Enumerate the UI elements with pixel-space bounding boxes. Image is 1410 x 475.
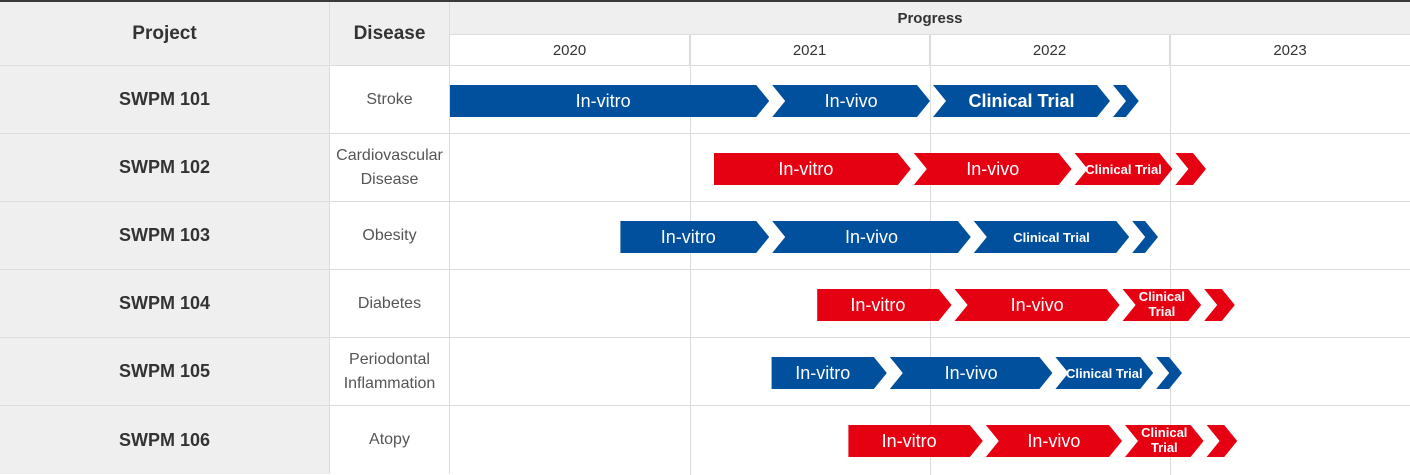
arrow-tip-chevron [1113, 85, 1139, 117]
disease-cell: Obesity [330, 202, 450, 270]
year-gridline [930, 35, 931, 475]
stage-label: In-vitro [882, 431, 937, 451]
arrow-tip-chevron [1204, 289, 1235, 321]
stage-segment [817, 289, 952, 321]
stage-label: Clinical Trial [1085, 162, 1162, 177]
stage-segment [1055, 357, 1154, 389]
arrow-tip-chevron [1175, 153, 1206, 185]
year-gridline [690, 35, 691, 475]
year-header-2022: 2022 [930, 35, 1170, 66]
stage-segment [954, 289, 1120, 321]
stage-segment [620, 221, 770, 253]
stage-segment [933, 85, 1110, 117]
stage-segment [1125, 425, 1204, 457]
arrow-tip-chevron [1132, 221, 1158, 253]
header-disease: Disease [330, 2, 450, 66]
project-cell: SWPM 103 [0, 202, 330, 270]
stage-segment [771, 357, 887, 389]
stage-segment [985, 425, 1122, 457]
header-progress: Progress [450, 2, 1410, 35]
arrow-tip-chevron [1206, 425, 1238, 457]
stage-segment [450, 85, 770, 117]
stage-label: In-vivo [845, 227, 898, 247]
header-project: Project [0, 2, 330, 66]
stage-label: In-vitro [661, 227, 716, 247]
disease-cell: Stroke [330, 66, 450, 134]
stage-label: Clinical Trial [1013, 230, 1090, 245]
year-header-2020: 2020 [450, 35, 690, 66]
stage-label: In-vitro [778, 159, 833, 179]
stage-label: In-vivo [966, 159, 1019, 179]
disease-cell: Cardiovascular Disease [330, 134, 450, 202]
year-gridline [1170, 35, 1171, 475]
project-cell: SWPM 104 [0, 270, 330, 338]
stage-label: In-vivo [1027, 431, 1080, 451]
disease-cell: Periodontal Inflammation [330, 338, 450, 406]
stage-label: In-vitro [576, 91, 631, 111]
stage-label: In-vitro [850, 295, 905, 315]
stage-segment [973, 221, 1130, 253]
stage-segment [772, 85, 930, 117]
stage-segment [913, 153, 1072, 185]
stage-segment [714, 153, 911, 185]
year-header-2021: 2021 [690, 35, 930, 66]
project-cell: SWPM 106 [0, 406, 330, 474]
disease-cell: Diabetes [330, 270, 450, 338]
stage-segment [889, 357, 1053, 389]
stage-label: In-vivo [945, 363, 998, 383]
stage-segment [1122, 289, 1202, 321]
arrow-tip-chevron [1156, 357, 1182, 389]
stage-label: Clinical Trial [1139, 289, 1185, 319]
project-cell: SWPM 102 [0, 134, 330, 202]
stage-label: Clinical Trial [968, 91, 1074, 111]
stage-segment [1074, 153, 1173, 185]
stage-segment [848, 425, 983, 457]
stage-label: In-vitro [795, 363, 850, 383]
stage-segment [772, 221, 971, 253]
year-header-2023: 2023 [1170, 35, 1410, 66]
stage-label: Clinical Trial [1141, 425, 1187, 455]
stage-label: Clinical Trial [1066, 366, 1143, 381]
stage-label: In-vivo [1011, 295, 1064, 315]
project-cell: SWPM 101 [0, 66, 330, 134]
disease-cell: Atopy [330, 406, 450, 474]
project-cell: SWPM 105 [0, 338, 330, 406]
stage-label: In-vivo [825, 91, 878, 111]
